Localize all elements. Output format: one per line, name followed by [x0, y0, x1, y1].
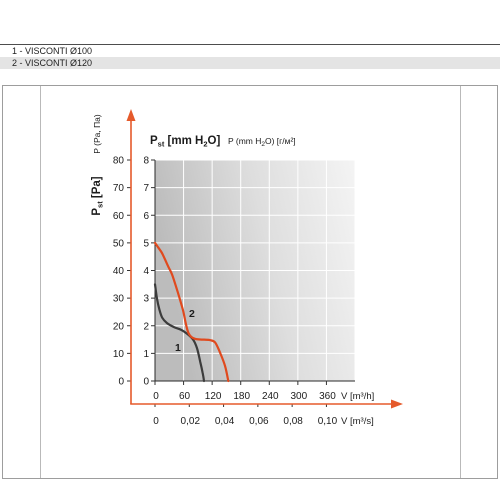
chart-series — [153, 241, 230, 383]
x-tick-label-m3h: 300 — [291, 391, 308, 402]
y-tick-label-pa: 30 — [113, 294, 125, 305]
y-tick-label-mm: 1 — [143, 349, 149, 360]
y-tick-label-pa: 70 — [113, 183, 125, 194]
y-tick-label-pa: 10 — [113, 349, 125, 360]
series-2-curve — [153, 241, 230, 383]
pressure-axis-label: P (Pa, Па) — [92, 114, 102, 154]
mm-h2o-axis-subtitle: P (mm H2O) [г/м²] — [228, 136, 296, 148]
axis-subtitle-subscript: 2 — [261, 141, 265, 148]
x-tick-label-m3h: 180 — [233, 391, 250, 402]
x-tick-label-m3h: 60 — [179, 391, 191, 402]
x-tick-labels-m3h: 0 60 120 180 240 300 360 — [153, 391, 336, 402]
axis-label-unit: [Pa] — [91, 176, 103, 201]
y-tick-label-mm: 0 — [143, 377, 149, 388]
x-tick-labels-m3s: 0 0,02 0,04 0,06 0,08 0,10 — [153, 416, 337, 427]
model-row-label: 1 - VISCONTI Ø100 — [12, 46, 93, 56]
axis-title-unit: [mm H — [164, 135, 203, 147]
static-pressure-axis-label: Pst [Pa] — [91, 176, 105, 215]
series-1-curve — [153, 283, 206, 383]
x-tick-label-m3s: 0 — [153, 416, 159, 427]
y-tick-label-pa: 60 — [113, 211, 125, 222]
grid-lines — [155, 159, 356, 381]
y-tick-label-mm: 4 — [143, 266, 149, 277]
x-tick-label-m3s: 0,06 — [249, 416, 269, 427]
model-list-table: 1 - VISCONTI Ø100 2 - VISCONTI Ø120 — [0, 44, 500, 69]
mm-h2o-axis-title: Pst [mm H2O] — [150, 135, 220, 149]
series-2-label: 2 — [189, 308, 195, 320]
y-tick-label-mm: 8 — [143, 156, 149, 167]
y-tick-label-pa: 50 — [113, 238, 125, 249]
x-tick-label-m3h: 240 — [262, 391, 279, 402]
pressure-axis-arrowhead-icon — [126, 109, 136, 121]
model-row-2: 2 - VISCONTI Ø120 — [0, 57, 500, 69]
y-tick-label-pa: 80 — [113, 156, 125, 167]
y-tick-labels-mm: 0 1 2 3 4 5 6 7 8 — [143, 156, 149, 388]
axis-subtitle-end: O) [г/м²] — [265, 136, 296, 146]
axis-title-subscript: st — [158, 140, 165, 149]
axis-label-subscript: st — [96, 201, 105, 208]
axis-ticks — [127, 159, 327, 407]
x-tick-label-m3s: 0,10 — [318, 416, 338, 427]
flow-axis-arrowhead-icon — [391, 399, 403, 409]
x-tick-label-m3h: 120 — [205, 391, 222, 402]
model-row-1: 1 - VISCONTI Ø100 — [0, 44, 500, 57]
flow-m3h-axis-label: V [m³/h] — [341, 391, 374, 402]
y-tick-label-pa: 0 — [118, 377, 124, 388]
y-tick-label-pa: 40 — [113, 266, 125, 277]
x-tick-label-m3h: 0 — [153, 391, 159, 402]
series-1-label: 1 — [175, 342, 181, 354]
x-tick-label-m3s: 0,08 — [283, 416, 303, 427]
y-tick-label-mm: 7 — [143, 183, 149, 194]
axis-title-unit-end: O] — [208, 135, 221, 147]
y-tick-label-mm: 5 — [143, 238, 149, 249]
x-tick-label-m3s: 0,02 — [181, 416, 201, 427]
y-tick-label-mm: 2 — [143, 321, 149, 332]
flow-m3s-axis-label: V [m³/s] — [341, 416, 374, 427]
y-tick-labels-pa: 0 10 20 30 40 50 60 70 80 — [113, 156, 125, 388]
axis-subtitle-start: P (mm H — [228, 136, 261, 146]
x-tick-label-m3s: 0,04 — [215, 416, 235, 427]
axis-label-symbol: P — [91, 208, 103, 216]
x-tick-label-m3h: 360 — [319, 391, 336, 402]
y-tick-label-mm: 6 — [143, 211, 149, 222]
y-tick-label-pa: 20 — [113, 321, 125, 332]
y-tick-label-mm: 3 — [143, 294, 149, 305]
model-row-label: 2 - VISCONTI Ø120 — [12, 58, 93, 68]
axis-title-symbol: P — [150, 135, 158, 147]
axis-title-unit-subscript: 2 — [203, 140, 207, 149]
